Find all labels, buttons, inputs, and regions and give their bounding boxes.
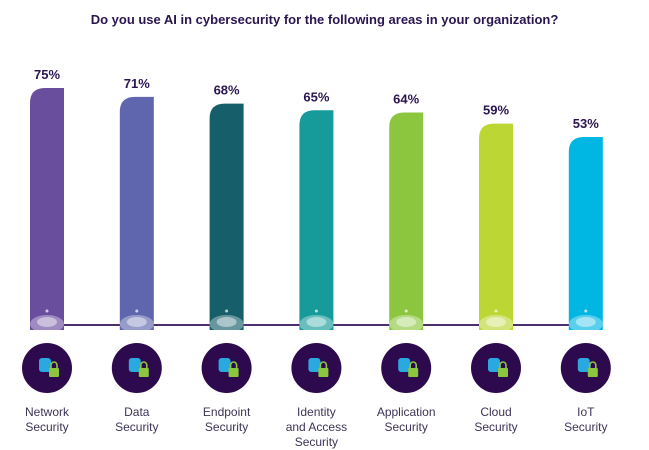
bar-dot [135, 309, 139, 313]
lock-shackle [50, 361, 58, 368]
category-label-line: Endpoint [202, 405, 251, 419]
lock-shackle [319, 361, 328, 368]
lock-icon [138, 368, 149, 377]
category-label-line: Security [25, 420, 69, 434]
icon-glyph [218, 358, 231, 372]
lock-icon [49, 368, 59, 377]
lock-shackle [409, 361, 417, 368]
value-label: 68% [214, 83, 240, 98]
bar-base-glow [568, 315, 603, 333]
bar-base-glow [119, 315, 154, 333]
bar-base-glow [30, 315, 64, 333]
bar [299, 110, 334, 330]
category-label: Cloud Security [451, 405, 541, 435]
category-label-line: Security [384, 420, 428, 434]
lock-icon [587, 368, 598, 377]
category-label-line: IoT [577, 405, 595, 419]
lock-shackle [499, 361, 507, 368]
bar-base-glow [396, 317, 417, 327]
category-label-line: Security [564, 420, 608, 434]
category-label-line: Network [24, 405, 69, 419]
category-label: Data Security [92, 405, 182, 435]
chart-title: Do you use AI in cybersecurity for the f… [90, 12, 559, 27]
bar [119, 96, 154, 330]
category-label-line: Security [204, 420, 249, 434]
bar-base-glow [216, 317, 237, 327]
category-label: Endpoint Security [182, 405, 272, 435]
bar [568, 137, 603, 330]
bar-base-glow [486, 317, 506, 327]
bar-base-glow [37, 317, 57, 327]
bar-dot [404, 309, 408, 313]
category-label: Identity and Access Security [271, 405, 361, 450]
lock-shackle [589, 361, 597, 368]
lock-icon [498, 368, 508, 377]
category-label-line: Application [376, 405, 436, 419]
bar-base-glow [306, 317, 327, 327]
bar-dot [494, 309, 498, 313]
value-label: 65% [303, 89, 329, 104]
category-label-line: Cloud [480, 405, 512, 419]
bar-dot [225, 309, 229, 313]
category-label-line: Data [124, 405, 150, 419]
bar-dot [314, 309, 318, 313]
bar [30, 88, 64, 330]
icon-glyph [488, 358, 500, 372]
category-label: Application Security [361, 405, 451, 435]
icon-glyph [39, 358, 51, 372]
category-label: IoT Security [541, 405, 631, 435]
bar [479, 123, 513, 331]
bar-base-glow [299, 315, 334, 333]
bar-base-glow [126, 317, 147, 327]
bar [389, 112, 424, 330]
value-label: 64% [393, 92, 419, 107]
category-label-line: Security [294, 435, 339, 449]
icon-glyph [308, 358, 321, 372]
icon-glyph [398, 358, 411, 372]
category-label-line: Security [115, 420, 159, 434]
value-label: 71% [124, 76, 150, 91]
lock-shackle [140, 361, 148, 368]
value-label: 53% [573, 116, 599, 131]
bar-dot [584, 309, 588, 313]
bar [209, 103, 244, 330]
bar-base-glow [209, 315, 244, 333]
bar-dot [45, 309, 49, 313]
category-label-line: Identity [297, 405, 336, 419]
category-label-line: and Access [285, 420, 348, 434]
bar-base-glow [575, 317, 596, 327]
lock-shackle [229, 361, 238, 368]
icon-glyph [577, 358, 590, 372]
bar-base-glow [479, 315, 513, 333]
value-label: 59% [483, 103, 509, 118]
bar-base-glow [389, 315, 424, 333]
lock-icon [318, 368, 329, 377]
lock-icon [228, 368, 239, 377]
category-label-line: Security [474, 420, 518, 434]
lock-icon [408, 368, 419, 377]
icon-glyph [128, 358, 141, 372]
category-label: Network Security [2, 405, 92, 435]
value-label: 75% [34, 67, 60, 82]
